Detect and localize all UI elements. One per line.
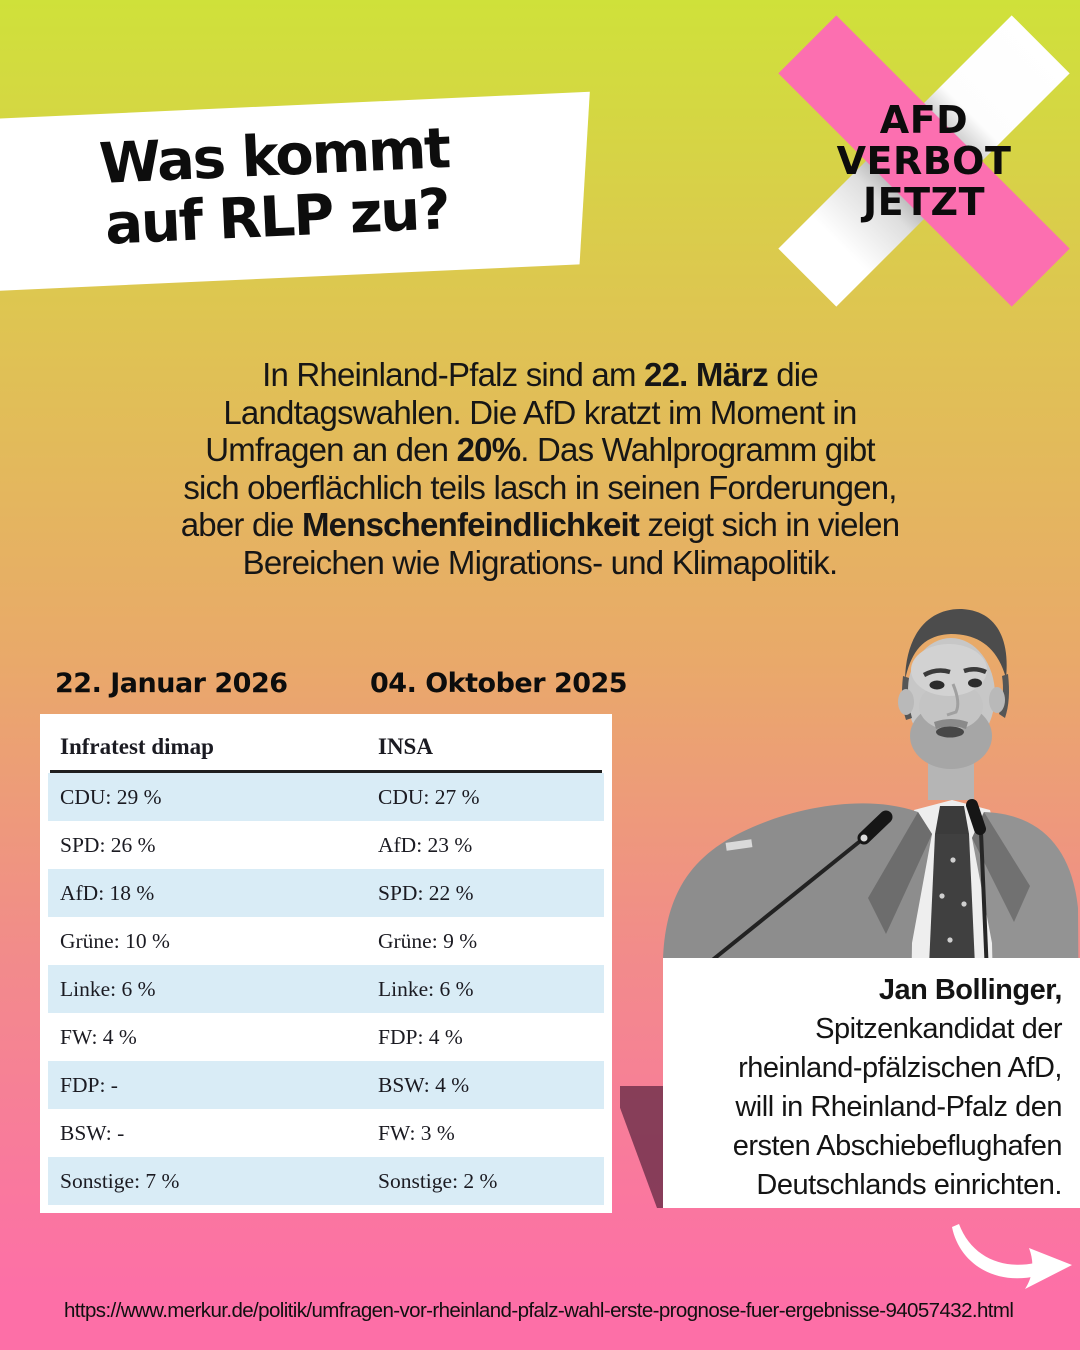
poll-result-cell: FW: 4 % [60,1024,137,1049]
poll-table-row: BSW: - FW: 3 % [48,1109,604,1157]
text: In Rheinland-Pfalz sind am [262,356,645,393]
hair [905,608,1007,680]
tie-knot [935,806,969,834]
poll-result-cell: SPD: 22 % [378,880,474,905]
lapel-left [868,812,932,934]
text: Bereichen wie Migrations- und Klimapolit… [242,543,839,581]
poll-result-cell: CDU: 27 % [378,784,480,809]
text: rheinland-pfälzischen AfD, [738,1052,1062,1084]
eye-right [968,678,982,688]
intro-paragraph: In Rheinland-Pfalz sind am 22. März die L… [60,356,1020,581]
poll-result-cell: Linke: 6 % [60,976,156,1001]
afd-verbot-badge: AFD VERBOT JETZT [778,15,1070,307]
poll-result-cell: BSW: 4 % [378,1072,470,1097]
source-url: https://www.merkur.de/politik/umfragen-v… [64,1299,1014,1322]
text-line: aber die Menschenfeindlichkeit zeigt sic… [60,506,1020,544]
poll-result-cell: AfD: 23 % [378,832,473,857]
text-line: will in Rheinland-Pfalz den [673,1088,1062,1127]
poll-table-row: Sonstige: 7 % Sonstige: 2 % [48,1157,604,1205]
text-line: Umfragen an den 20%. Das Wahlprogramm gi… [60,431,1020,469]
poll-result-cell: SPD: 26 % [60,832,156,857]
bold-text: 20% [456,431,521,468]
poll-table: Infratest dimap INSA CDU: 29 % CDU: 27 % S… [40,714,612,1213]
pocket-square [725,839,753,851]
curved-arrow-icon [952,1224,1072,1289]
poll-table-row: CDU: 29 % CDU: 27 % [48,773,604,821]
text-line: Deutschlands einrichten. [673,1166,1062,1205]
poll-result-cell: Sonstige: 2 % [378,1168,498,1193]
text-line: rheinland-pfälzischen AfD, [673,1049,1062,1088]
text: Spitzenkandidat der [815,1013,1062,1045]
text: aber die [180,506,302,543]
microphone-left-icon [698,810,893,972]
bold-text: 22. März [644,356,769,393]
text-line: Spitzenkandidat der [673,1010,1062,1049]
text: zeigt sich in vielen [639,506,900,543]
photo-long-shadow [620,1086,663,1208]
text: Umfragen an den [205,431,457,468]
text-line: Landtagswahlen. Die AfD kratzt im Moment… [60,394,1020,432]
poll-table-header: Infratest dimap INSA [48,724,604,770]
quote-box: Jan Bollinger, Spitzenkandidat der rheinla… [663,958,1080,1208]
text: will in Rheinland-Pfalz den [735,1091,1062,1123]
text-line: Bereichen wie Migrations- und Klimapolit… [60,544,1020,582]
poll-table-row: Grüne: 10 % Grüne: 9 % [48,917,604,965]
poll-result-cell: FW: 3 % [378,1120,455,1145]
eye-left [929,680,945,690]
poll-result-cell: CDU: 29 % [60,784,162,809]
headline: Was kommt auf RLP zu? [35,115,515,258]
poll-table-row: FW: 4 % FDP: 4 % [48,1013,604,1061]
ear-right [989,687,1005,713]
bold-text: Menschenfeindlichkeit [301,506,640,543]
nose [946,683,960,717]
mouth [936,726,964,738]
text: sich oberflächlich teils lasch in seinen… [183,468,897,506]
text-line: ersten Abschiebeflughafen [673,1127,1063,1166]
text: Deutschlands einrichten. [756,1169,1062,1201]
text: ersten Abschiebeflughafen [732,1130,1063,1162]
poll-table-row: SPD: 26 % AfD: 23 % [48,821,604,869]
text-line: Jan Bollinger, [673,971,1063,1010]
poll-result-cell: Linke: 6 % [378,976,474,1001]
poll-result-cell: Sonstige: 7 % [60,1168,180,1193]
institute-left: Infratest dimap [60,734,214,759]
text: Landtagswahlen. Die AfD kratzt im Moment… [223,393,857,431]
poll-result-cell: FDP: - [60,1072,118,1097]
head [898,608,1009,769]
poll-table-row: AfD: 18 % SPD: 22 % [48,869,604,917]
table-divider [50,770,602,773]
text: die [767,356,818,393]
poll-result-cell: AfD: 18 % [60,880,155,905]
poll-table-row: Linke: 6 % Linke: 6 % [48,965,604,1013]
bold-text: Jan Bollinger, [878,974,1063,1006]
lapel-right [972,812,1030,922]
ear-left [898,689,914,715]
poll-rows: CDU: 29 % CDU: 27 % SPD: 26 % AfD: 23 % AfD:… [48,773,604,1205]
badge-text: AFD VERBOT JETZT [788,25,1060,297]
poll-table-row: FDP: - BSW: 4 % [48,1061,604,1109]
text-line: In Rheinland-Pfalz sind am 22. März die [60,356,1020,394]
institute-right: INSA [378,734,433,759]
text-line: sich oberflächlich teils lasch in seinen… [60,469,1020,507]
poll-result-cell: Grüne: 10 % [60,928,170,953]
poll-date-left: 22. Januar 2026 [55,668,288,699]
poll-result-cell: Grüne: 9 % [378,928,478,953]
badge-line-2: VERBOT [836,138,1012,183]
text: . Das Wahlprogramm gibt [520,431,875,468]
poll-result-cell: BSW: - [60,1120,125,1145]
poll-result-cell: FDP: 4 % [378,1024,463,1049]
badge-line-3: JETZT [863,179,985,224]
poll-date-right: 04. Oktober 2025 [370,668,628,699]
badge-line-1: AFD [879,97,969,142]
